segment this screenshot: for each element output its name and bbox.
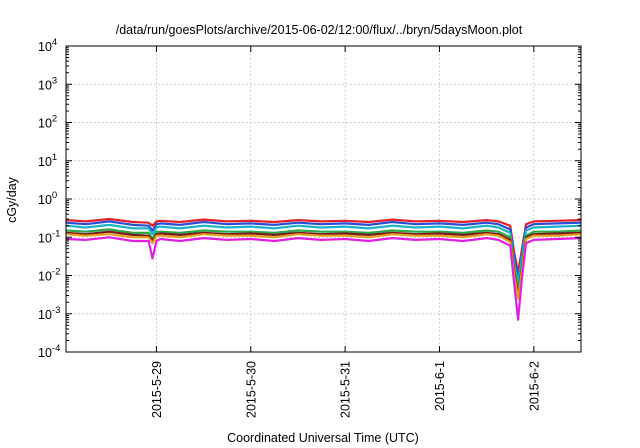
- y-tick-label: 101: [38, 152, 57, 169]
- y-tick-label: 102: [38, 114, 57, 131]
- x-tick-label: 2015-5-31: [339, 361, 353, 418]
- x-tick-label: 2015-5-30: [244, 361, 258, 418]
- x-tick-label: 2015-5-29: [150, 361, 164, 418]
- y-axis-label: cGy/day: [5, 176, 19, 223]
- series-line-6: [65, 233, 582, 300]
- grid-lines: [66, 46, 581, 352]
- y-tick-label: 103: [38, 75, 57, 92]
- y-tick-label: 104: [38, 37, 57, 54]
- chart-title: /data/run/goesPlots/archive/2015-06-02/1…: [116, 23, 523, 37]
- y-axis-tick-labels: 10-4 10-3 10-2 10-1 100 101 102 103 104: [38, 37, 60, 360]
- x-axis-tick-labels: 2015-5-29 2015-5-30 2015-5-31 2015-6-1 2015-…: [150, 361, 541, 418]
- y-tick-label: 10-4: [38, 343, 60, 360]
- y-tick-label: 10-1: [38, 228, 60, 245]
- series-line-7: [65, 236, 582, 321]
- y-tick-label: 100: [38, 190, 57, 207]
- axis-ticks: [66, 45, 581, 353]
- y-tick-label: 10-2: [38, 267, 60, 284]
- x-axis-label: Coordinated Universal Time (UTC): [227, 431, 419, 445]
- x-tick-label: 2015-6-2: [527, 361, 541, 411]
- x-tick-label: 2015-6-1: [433, 361, 447, 411]
- series-lines: [65, 217, 582, 321]
- y-tick-label: 10-3: [38, 305, 60, 322]
